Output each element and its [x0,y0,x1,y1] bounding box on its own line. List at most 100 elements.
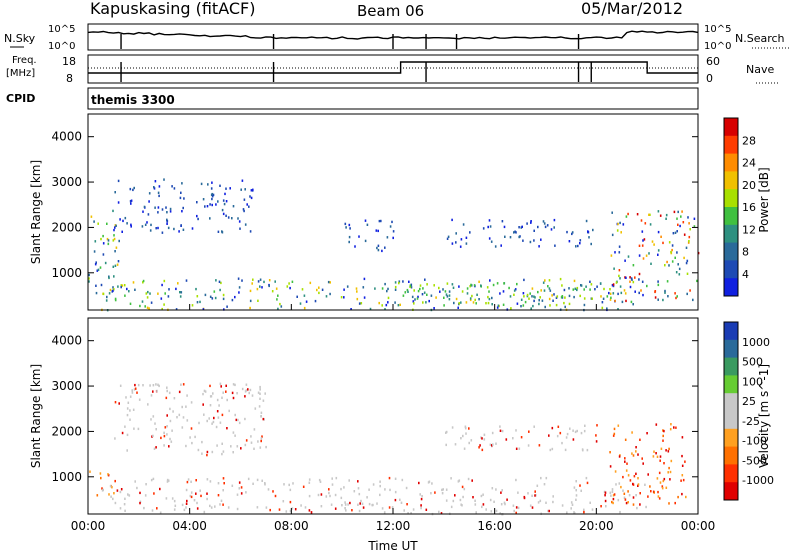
range-cell [173,227,175,231]
range-cell [261,435,263,438]
range-cell [489,443,492,446]
range-cell [664,264,666,267]
range-cell [112,239,115,242]
range-cell [556,295,559,298]
range-cell [156,389,158,393]
range-cell [123,284,126,287]
range-cell [181,503,184,507]
range-cell [263,418,265,421]
range-cell [461,290,464,293]
range-cell [509,236,512,239]
range-cell [128,494,131,497]
range-cell [155,428,157,431]
range-cell [291,280,294,283]
range-cell [234,383,236,387]
range-cell [94,263,97,266]
range-cell [553,226,555,229]
range-cell [517,491,519,494]
range-cell [686,272,689,275]
nave-tick-0: 0 [706,72,713,85]
range-cell [199,300,201,304]
range-cell [568,302,571,306]
range-cell [540,289,542,292]
range-cell [609,465,612,468]
range-cell [656,477,659,480]
range-cell [651,240,654,243]
range-cell [189,494,192,498]
range-cell [589,501,591,504]
range-cell [226,305,228,308]
range-cell [500,503,503,506]
range-cell [244,417,246,421]
noise-tick-top-right: 10^5 [704,24,731,35]
range-cell [101,487,103,490]
range-cell [249,388,252,392]
range-cell [218,404,220,407]
range-cell [617,222,619,226]
range-cell [672,232,675,235]
range-cell [634,290,636,293]
range-cell [682,478,685,482]
range-cell [663,477,666,481]
x-tick-label: 04:00 [172,519,207,533]
range-cell [492,283,495,287]
colorbar-swatch [724,375,738,394]
range-cell [394,281,397,284]
range-cell [572,429,574,432]
range-cell [585,285,587,288]
range-cell [451,218,453,222]
range-cell [642,293,644,297]
range-cell [681,210,683,213]
range-cell [533,425,535,428]
range-cell [110,495,112,498]
range-cell [448,294,451,297]
range-cell [572,438,575,441]
range-cell [289,500,292,504]
range-cell [524,300,527,304]
range-cell [196,501,198,505]
range-cell [564,305,566,309]
range-cell [662,434,664,438]
range-cell [445,293,448,296]
range-cell [169,419,172,423]
range-cell [121,431,124,435]
range-cell [186,419,189,422]
range-cell [417,289,420,293]
range-cell [506,498,508,501]
range-cell [102,488,104,492]
range-cell [252,482,254,485]
range-cell [231,391,234,395]
range-cell [249,299,252,303]
range-cell [512,437,514,440]
range-cell [374,287,376,290]
range-cell [244,395,246,398]
range-cell [161,283,163,287]
range-cell [210,395,213,398]
range-cell [612,434,615,437]
velocity-panel: 1000 2000 3000 4000 Slant Range [km] 1000 50… [29,304,774,553]
range-cell [584,424,586,427]
range-cell [168,288,170,291]
range-cell [674,292,676,295]
range-cell [513,289,516,292]
range-cell [412,508,415,511]
x-tick-label: 00:00 [71,519,106,533]
range-cell [501,429,504,433]
range-cell [257,440,259,443]
range-cell [410,286,413,289]
range-cell [179,196,182,200]
range-cell [375,229,378,232]
range-cell [545,501,547,504]
range-cell [256,478,259,482]
colorbar-swatch [724,393,738,412]
range-cell [421,293,424,296]
range-cell [408,280,410,283]
range-cell [406,288,409,292]
range-cell [610,494,612,497]
range-cell [310,511,313,514]
range-cell [514,288,517,291]
range-cell [572,288,575,291]
range-cell [292,482,294,485]
range-cell [645,505,647,509]
range-cell [619,285,622,288]
